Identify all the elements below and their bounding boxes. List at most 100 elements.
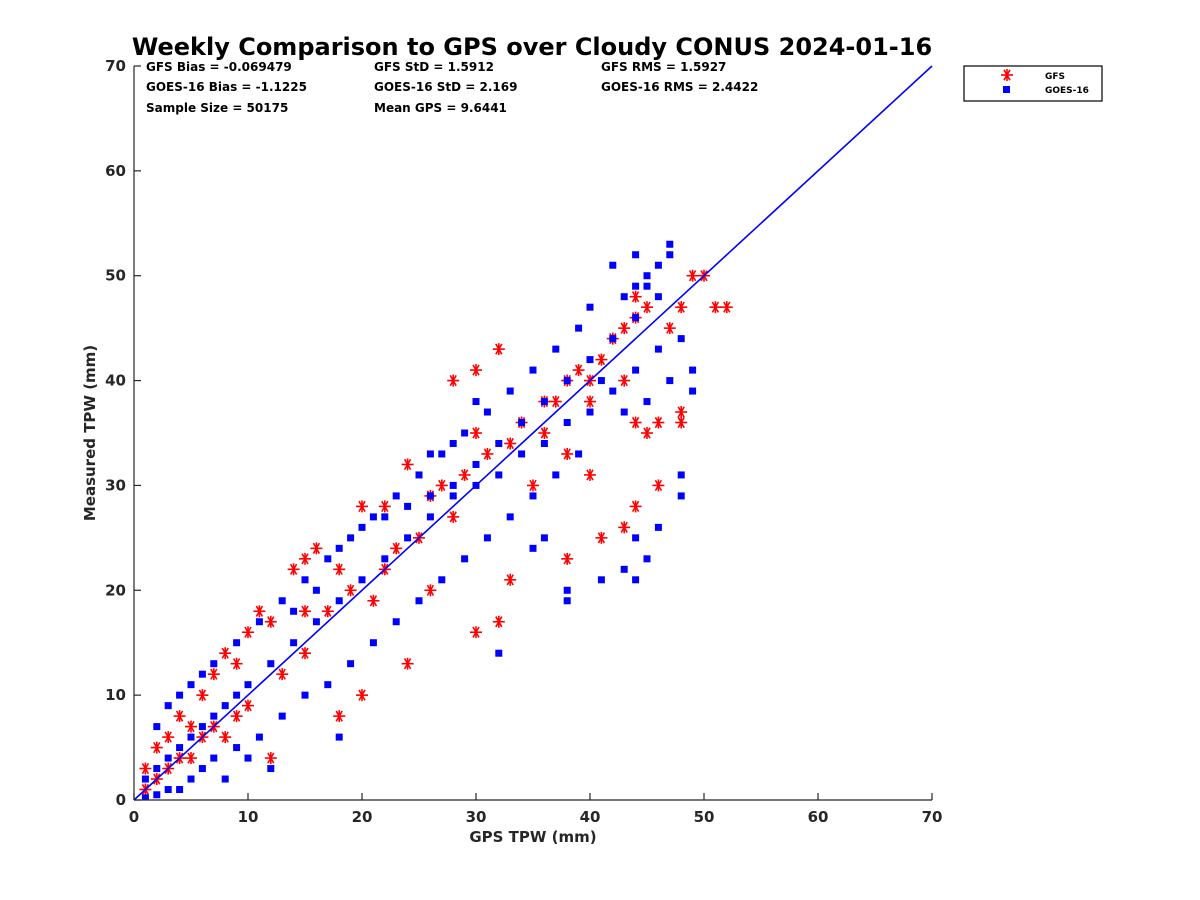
goes16-point [335,733,343,741]
goes16-point [153,723,161,731]
gfs-point [242,699,254,712]
goes16-point [632,314,640,322]
gfs-point [276,668,289,681]
x-tick-label: 70 [922,808,943,826]
goes16-point [198,765,206,773]
gfs-point [321,605,334,618]
goes16-point [654,345,662,353]
gfs-point [470,427,482,439]
goes16-point [369,513,377,521]
goes16-point [597,576,605,584]
x-tick-label: 40 [580,808,601,826]
goes16-point [324,681,332,689]
gfs-point [401,657,414,670]
gfs-point [561,552,574,565]
gfs-point [641,301,653,314]
gfs-point [641,427,653,439]
goes16-point [244,754,252,762]
y-tick-label: 60 [105,162,126,180]
gfs-point [458,468,471,481]
chart-title: Weekly Comparison to GPS over Cloudy CON… [132,33,932,61]
goes16-point [552,345,560,353]
goes16-point [632,251,640,259]
x-axis-label: GPS TPW (mm) [469,828,596,846]
y-axis-ticks: 0 10 20 30 40 50 60 70 [105,57,141,809]
gfs-point [492,615,505,628]
goes16-point [654,523,662,531]
gfs-point [652,479,665,492]
gfs-point [139,762,152,775]
y-tick-label: 30 [105,476,126,494]
gfs-point [185,752,197,765]
goes16-point [176,786,184,794]
statistics-block: GFS Bias = -0.069479 GFS StD = 1.5912 GFS … [146,60,758,115]
gfs-point [230,710,243,723]
gfs-point [230,657,243,670]
gfs-point [185,720,197,733]
goes16-point [449,481,457,489]
gfs-point [401,458,414,471]
goes16-point [324,555,332,563]
gfs-point [378,500,391,513]
gfs-point [595,353,608,366]
gfs-point [470,626,482,639]
gfs-point [584,395,596,408]
goes16-point [210,660,218,668]
goes16-point [677,335,685,343]
goes16-point [404,502,412,510]
gfs-point [173,710,186,723]
goes16-point [278,597,286,605]
stat-text: GOES-16 RMS = 2.4422 [601,80,758,94]
goes16-point [575,324,583,332]
goes16-point [449,439,457,447]
goes16-point [689,387,697,395]
gfs-point [709,301,722,314]
goes16-point [187,775,195,783]
x-tick-label: 10 [238,808,259,826]
goes16-point [164,702,172,710]
goes16-point [575,450,583,458]
goes16-point [506,513,514,521]
goes16-point [176,691,184,699]
goes16-point [449,492,457,500]
gfs-point [447,510,460,523]
goes16-point [278,712,286,720]
gfs-point [504,573,517,586]
gfs-point [242,626,254,639]
gfs-point [333,710,346,723]
goes16-point [666,240,674,248]
goes16-point [529,366,537,374]
goes16-point [347,660,355,668]
y-tick-label: 10 [105,686,126,704]
y-tick-label: 50 [105,267,126,285]
goes16-point [233,744,241,752]
goes16-point [233,691,241,699]
goes16-point [426,513,434,521]
gfs-point [390,542,403,555]
gfs-point [299,647,311,660]
goes16-point [153,765,161,773]
goes16-point [335,544,343,552]
goes16-point [301,576,309,584]
goes16-point [483,408,491,416]
gfs-point [675,406,688,419]
gfs-point [253,605,266,618]
goes16-point [392,492,400,500]
gfs-point [584,468,596,481]
goes16-point [267,660,275,668]
goes16-point [506,387,514,395]
reference-line [133,65,933,801]
goes16-point [620,565,628,573]
gfs-point [538,427,551,439]
goes16-point [495,649,503,657]
goes16-point [609,335,617,343]
gfs-point [264,752,277,765]
goes16-point [597,377,605,385]
goes16-point [141,775,149,783]
goes16-point [426,492,434,500]
goes16-point [312,618,320,626]
legend-asterisk [1001,69,1013,81]
goes16-point [255,618,263,626]
y-tick-label: 40 [105,372,126,390]
gfs-point [219,731,232,744]
